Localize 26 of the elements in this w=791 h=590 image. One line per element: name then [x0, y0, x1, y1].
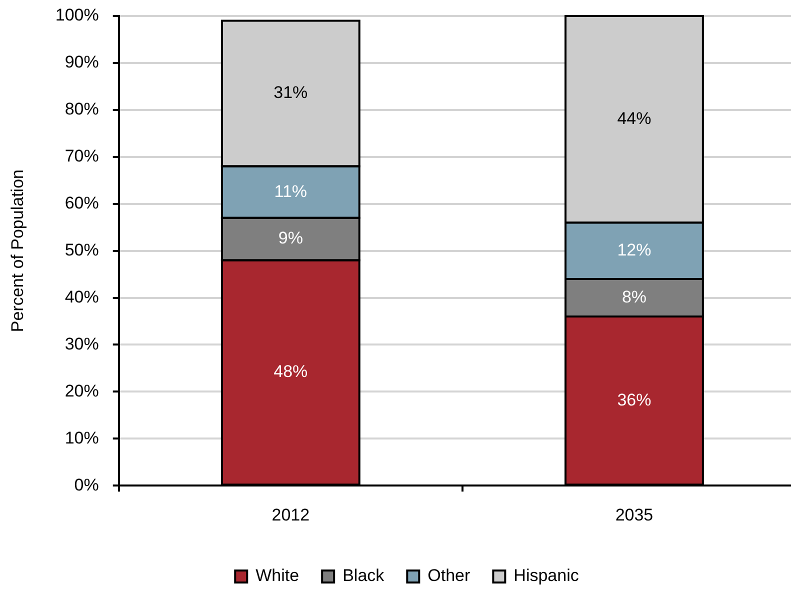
- y-tick-label: 80%: [64, 100, 99, 119]
- y-tick-label: 40%: [64, 287, 99, 306]
- data-label: 48%: [274, 362, 308, 382]
- data-label: 31%: [274, 83, 308, 102]
- data-label: 9%: [278, 228, 303, 248]
- legend-label: Hispanic: [514, 566, 580, 586]
- y-tick-label: 60%: [64, 194, 99, 213]
- x-tick-label: 2012: [272, 505, 310, 524]
- y-tick-label: 0%: [74, 475, 99, 494]
- legend-label: Black: [342, 566, 385, 586]
- data-label: 44%: [617, 109, 652, 128]
- data-label: 8%: [622, 287, 647, 306]
- data-label: 12%: [617, 240, 652, 260]
- y-tick-label: 50%: [64, 240, 99, 260]
- y-tick-label: 70%: [64, 146, 99, 166]
- data-label: 36%: [617, 390, 652, 410]
- y-tick-label: 20%: [64, 381, 99, 400]
- legend-label: Other: [428, 566, 471, 586]
- y-tick-label: 90%: [64, 52, 99, 72]
- legend-label: White: [256, 566, 300, 586]
- data-label: 11%: [274, 182, 308, 201]
- y-axis-title: Percent of Population: [8, 170, 27, 332]
- y-tick-label: 100%: [55, 6, 99, 25]
- y-tick-label: 30%: [64, 334, 99, 354]
- x-tick-label: 2035: [615, 505, 654, 524]
- y-tick-label: 10%: [64, 428, 99, 448]
